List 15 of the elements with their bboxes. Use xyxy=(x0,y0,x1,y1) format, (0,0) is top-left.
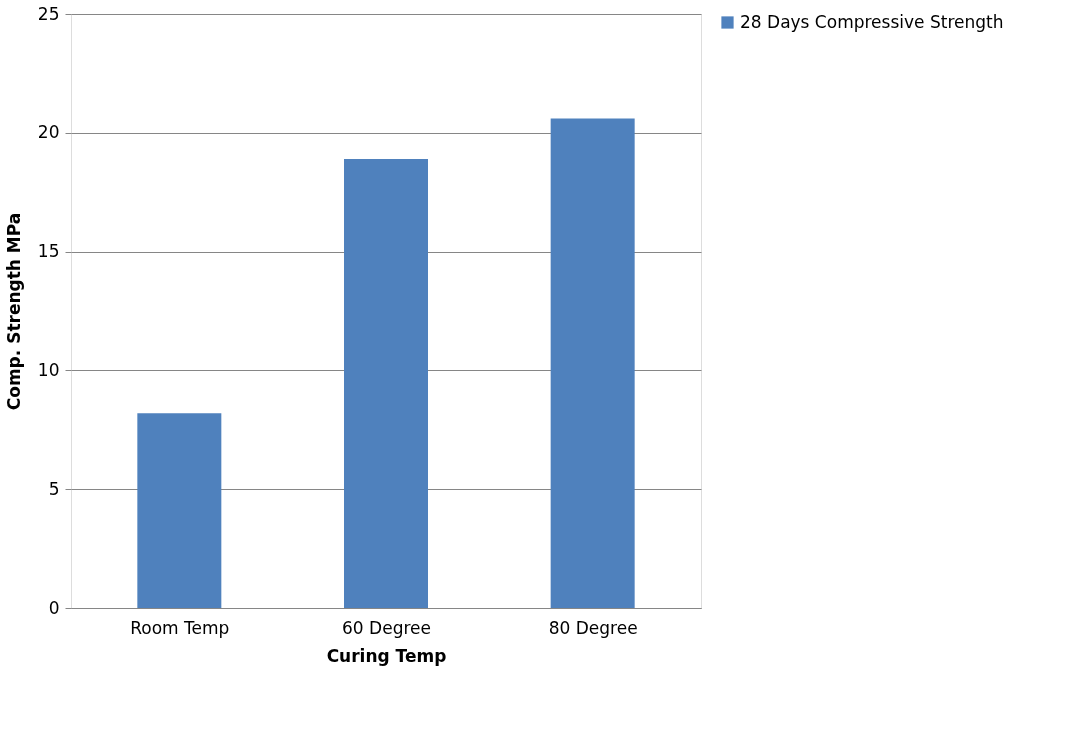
bar xyxy=(550,118,635,608)
y-axis-title: Comp. Strength MPa xyxy=(3,212,24,411)
y-tick-label: 15 xyxy=(37,241,60,262)
x-tick-label: 60 Degree xyxy=(342,617,431,638)
y-tick-label: 5 xyxy=(48,478,60,499)
y-tick-label: 25 xyxy=(37,3,60,24)
x-axis-title: Curing Temp xyxy=(326,645,447,666)
bar xyxy=(344,158,428,608)
legend-label: 28 Days Compressive Strength xyxy=(740,11,1004,32)
y-tick-label: 0 xyxy=(48,597,60,618)
x-tick-label: 80 Degree xyxy=(548,617,638,638)
y-tick-label: 10 xyxy=(37,359,60,380)
y-tick-label: 20 xyxy=(37,122,60,143)
bar xyxy=(137,413,222,608)
x-tick-label: Room Temp xyxy=(130,617,230,638)
